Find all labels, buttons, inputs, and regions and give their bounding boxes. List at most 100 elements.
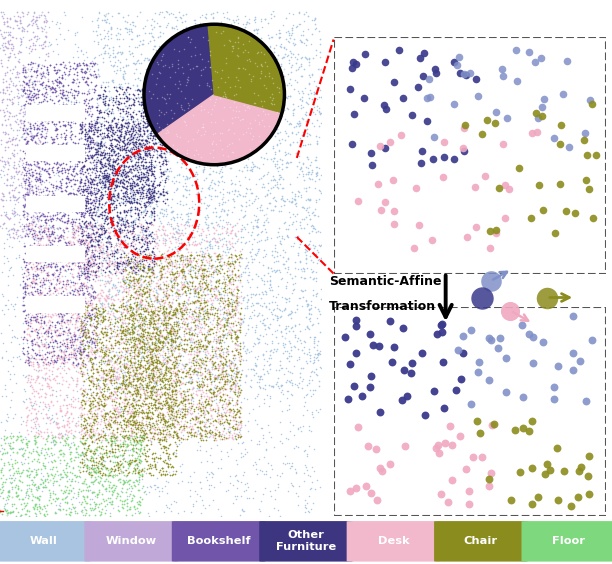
Point: [163, 421, 173, 430]
Point: [163, 380, 173, 389]
Point: [29, 267, 39, 276]
Point: [224, 393, 234, 402]
Point: [35, 227, 45, 236]
Point: [124, 404, 134, 413]
Point: [83, 73, 92, 82]
Point: [176, 434, 185, 443]
Point: [157, 413, 167, 422]
Point: [160, 120, 170, 129]
Point: [40, 124, 50, 133]
Point: [0, 477, 10, 486]
Point: [152, 403, 162, 412]
Point: [63, 364, 73, 373]
Point: [165, 144, 175, 153]
Point: [217, 370, 226, 379]
Point: [33, 494, 43, 503]
Point: [203, 309, 213, 318]
Point: [3, 488, 13, 497]
Point: [161, 369, 171, 378]
Point: [129, 161, 138, 170]
Point: [103, 359, 113, 368]
Point: [166, 273, 176, 282]
Point: [81, 265, 91, 274]
Point: [174, 367, 184, 376]
Point: [273, 483, 283, 492]
Point: [2, 439, 12, 448]
Point: [103, 306, 113, 315]
Point: [143, 333, 153, 342]
Point: [88, 369, 98, 378]
Point: [161, 371, 171, 380]
Point: [109, 164, 119, 173]
Point: [107, 249, 117, 258]
Point: [104, 135, 114, 144]
Point: [80, 311, 90, 320]
Point: [196, 336, 206, 345]
Point: [97, 480, 107, 489]
Point: [145, 341, 155, 350]
Point: [28, 80, 37, 89]
Point: [91, 235, 100, 244]
Point: [31, 138, 41, 147]
Point: [159, 169, 168, 178]
Text: Chair: Chair: [464, 536, 498, 546]
Point: [38, 68, 48, 77]
Point: [122, 156, 132, 165]
Point: [140, 301, 149, 310]
Point: [103, 110, 113, 119]
Point: [84, 156, 94, 165]
Point: [152, 372, 162, 381]
Point: [55, 215, 65, 224]
Point: [226, 371, 236, 380]
Point: [97, 460, 107, 469]
Point: [151, 395, 161, 404]
Point: [128, 80, 138, 89]
Point: [52, 158, 62, 168]
Point: [173, 374, 183, 383]
Point: [187, 297, 196, 306]
Point: [81, 223, 91, 232]
Point: [112, 280, 122, 289]
Point: [160, 470, 170, 479]
Point: [431, 443, 441, 452]
Point: [18, 283, 28, 292]
Point: [158, 458, 168, 467]
Point: [76, 67, 86, 76]
Point: [130, 85, 140, 94]
Point: [94, 503, 104, 512]
Point: [86, 126, 95, 135]
Point: [209, 178, 218, 187]
Point: [37, 469, 47, 478]
Point: [144, 316, 154, 325]
Point: [196, 406, 206, 415]
Point: [78, 255, 88, 264]
Point: [66, 301, 76, 310]
Point: [97, 226, 106, 235]
Point: [149, 424, 159, 433]
Point: [67, 259, 77, 268]
Point: [90, 229, 100, 238]
Point: [129, 151, 139, 160]
Point: [124, 284, 133, 293]
Point: [59, 455, 69, 464]
Point: [67, 474, 76, 483]
Point: [127, 371, 137, 380]
Point: [104, 258, 114, 267]
Point: [80, 205, 89, 214]
Point: [87, 266, 97, 275]
Point: [94, 442, 104, 451]
Point: [81, 272, 91, 281]
Point: [108, 459, 118, 468]
Point: [160, 309, 170, 318]
Point: [34, 288, 43, 297]
Point: [37, 279, 47, 288]
Point: [202, 468, 212, 477]
Point: [307, 149, 317, 158]
Point: [230, 374, 240, 383]
Point: [228, 275, 238, 284]
Point: [189, 253, 199, 262]
Point: [165, 393, 175, 402]
Point: [161, 321, 171, 330]
Point: [154, 332, 164, 341]
Point: [159, 443, 169, 452]
